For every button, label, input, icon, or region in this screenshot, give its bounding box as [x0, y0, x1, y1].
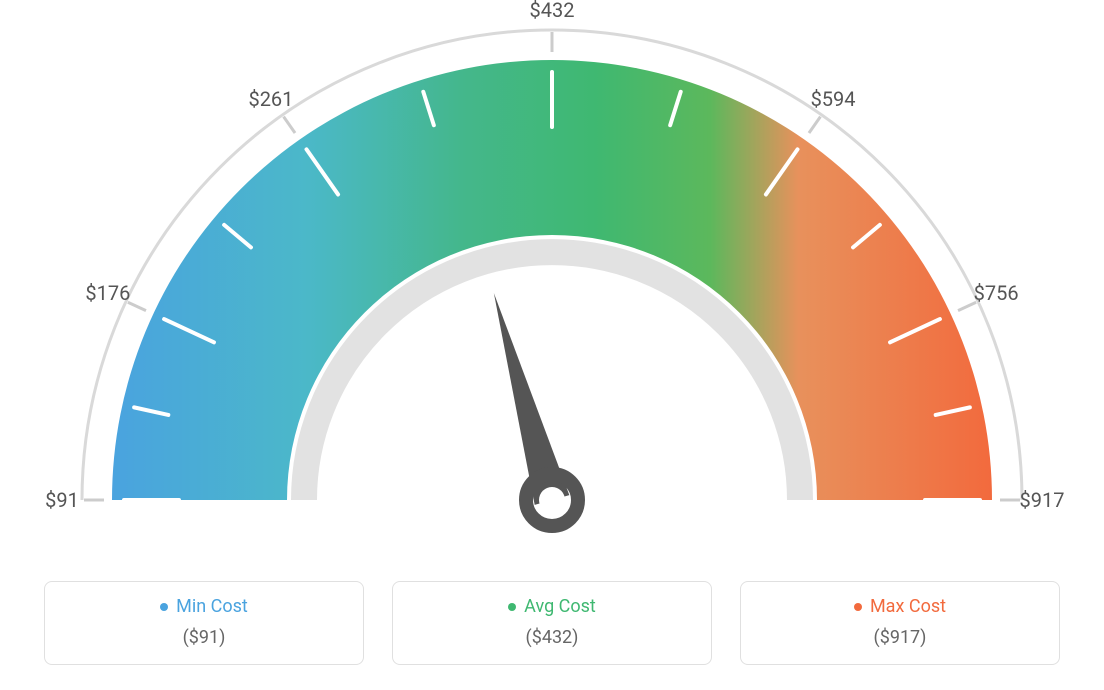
scale-label: $594: [811, 87, 856, 111]
legend-value-max: ($917): [751, 627, 1049, 648]
legend-card-min: Min Cost ($91): [44, 581, 364, 665]
scale-label: $91: [45, 488, 79, 512]
legend-card-max: Max Cost ($917): [740, 581, 1060, 665]
scale-label: $432: [530, 0, 575, 22]
legend-dot-avg: [508, 603, 516, 611]
legend-dot-max: [854, 603, 862, 611]
legend-title-row-avg: Avg Cost: [403, 596, 701, 617]
scale-label: $176: [85, 281, 130, 305]
legend-card-avg: Avg Cost ($432): [392, 581, 712, 665]
gauge-area: $91 $176 $261 $432 $594 $756 $917: [0, 0, 1104, 560]
legend-value-min: ($91): [55, 627, 353, 648]
cost-gauge-chart: $91 $176 $261 $432 $594 $756 $917 Min Cost ($9…: [0, 0, 1104, 690]
gauge-svg: [0, 0, 1104, 560]
legend-value-avg: ($432): [403, 627, 701, 648]
scale-label: $261: [248, 87, 293, 111]
legend-title-min: Min Cost: [176, 596, 248, 617]
legend-row: Min Cost ($91) Avg Cost ($432) Max Cost …: [0, 581, 1104, 665]
legend-title-max: Max Cost: [870, 596, 946, 617]
legend-title-row-min: Min Cost: [55, 596, 353, 617]
legend-title-avg: Avg Cost: [524, 596, 596, 617]
scale-label: $756: [974, 281, 1019, 305]
scale-label: $917: [1020, 488, 1065, 512]
legend-dot-min: [160, 603, 168, 611]
legend-title-row-max: Max Cost: [751, 596, 1049, 617]
